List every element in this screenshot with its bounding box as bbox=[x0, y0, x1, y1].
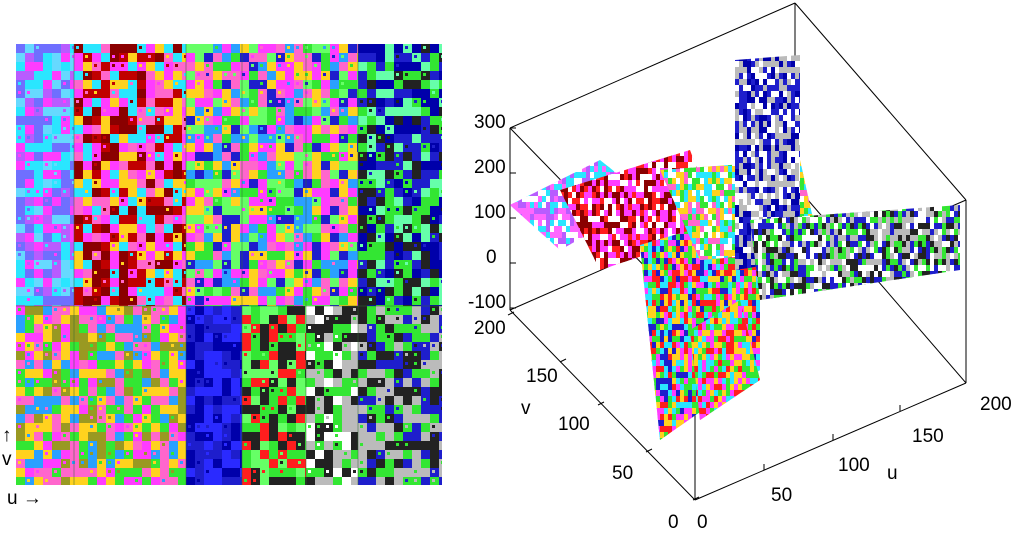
v-axis-label-left: ↑ v bbox=[2, 425, 12, 470]
color-tile-map bbox=[16, 44, 442, 485]
z-tick-300: 300 bbox=[474, 112, 506, 133]
z-tick-200: 200 bbox=[474, 157, 506, 178]
u-tick-50: 50 bbox=[771, 485, 793, 506]
z-tick-100: 100 bbox=[474, 202, 506, 223]
v-tick-150: 150 bbox=[526, 366, 558, 387]
v-tick-200: 200 bbox=[474, 318, 506, 339]
z-tick-minus100: -100 bbox=[468, 292, 507, 313]
u-tick-150: 150 bbox=[912, 426, 944, 447]
z-tick-0: 0 bbox=[486, 247, 497, 268]
v-tick-100: 100 bbox=[558, 414, 590, 435]
u-label-right: u bbox=[887, 463, 898, 484]
surface-plot-3d bbox=[507, 2, 967, 501]
v-tick-50: 50 bbox=[612, 463, 634, 484]
v-label-right: v bbox=[521, 398, 531, 419]
u-tick-0: 0 bbox=[697, 512, 708, 533]
u-tick-200: 200 bbox=[980, 394, 1012, 415]
v-tick-0: 0 bbox=[668, 512, 679, 533]
u-axis-label-left: u → bbox=[7, 488, 42, 509]
u-tick-100: 100 bbox=[838, 455, 870, 476]
